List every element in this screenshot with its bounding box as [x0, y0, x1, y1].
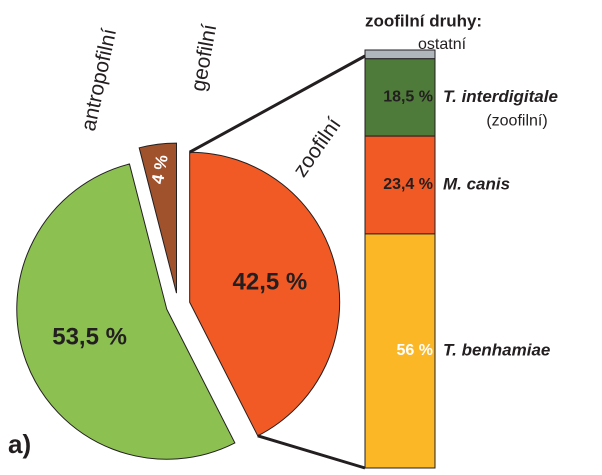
panel-label: a): [8, 429, 31, 459]
connector-line: [257, 434, 366, 470]
pie-category-label: antropofilní: [77, 26, 121, 133]
pie-category-label: zoofilní: [289, 113, 346, 181]
bar-series-name: M. canis: [443, 174, 510, 193]
bar-value-label: 23,4 %: [383, 176, 433, 193]
pie-value-label: 42,5 %: [233, 268, 308, 295]
bar-series-name: ostatní: [418, 36, 467, 53]
connector-line: [188, 54, 366, 154]
pie-value-label: 53,5 %: [52, 324, 127, 351]
bar-segment: [364, 58, 436, 137]
pie-value-label: 4 %: [148, 153, 172, 185]
pie-slice: [189, 151, 341, 437]
bar-series-name: T. benhamiae: [443, 340, 550, 359]
bar-value-label: 56 %: [397, 342, 433, 359]
bar-segment: [364, 233, 436, 469]
pie-slice: [138, 142, 177, 294]
bar-title: zoofilní druhy:: [365, 11, 482, 30]
bar-segment: [364, 135, 436, 235]
pie-category-label: geofilní: [187, 22, 221, 93]
pie-slice: [16, 163, 236, 460]
bar-series-annotation: (zoofilní): [486, 113, 547, 130]
bar-value-label: 18,5 %: [383, 89, 433, 106]
bar-series-name: T. interdigitale: [443, 87, 558, 106]
